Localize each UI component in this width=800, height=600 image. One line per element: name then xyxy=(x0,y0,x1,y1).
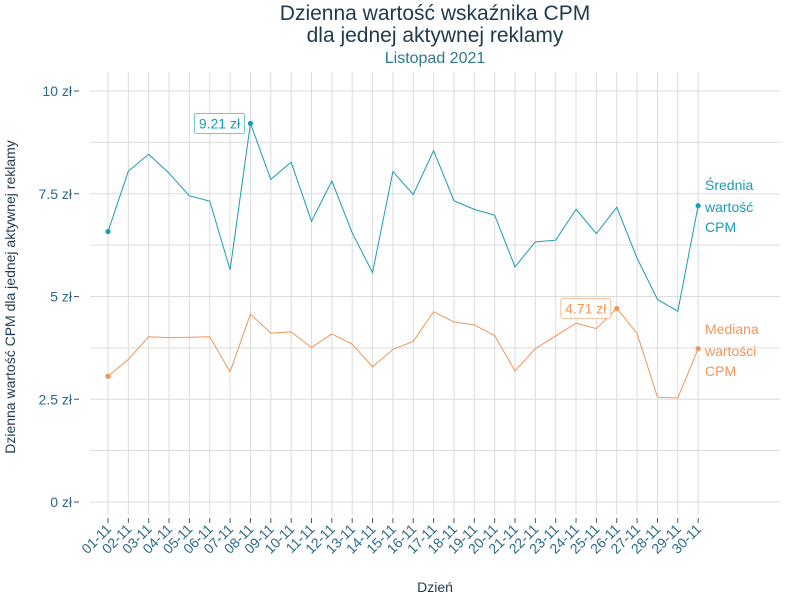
data-point xyxy=(105,373,111,379)
series-layer: 9.21 zł Średnia wartość CPM 4.71 zł Mediana wa… xyxy=(105,112,759,399)
y-tick-label: 10 zł xyxy=(42,83,72,99)
annotated-point xyxy=(247,120,254,127)
series-1: 9.21 zł Średnia wartość CPM xyxy=(105,112,753,313)
y-tick-label: 7.5 zł xyxy=(39,186,73,202)
series-2: 4.71 zł Mediana wartości CPM xyxy=(105,297,759,399)
series-line xyxy=(107,123,699,313)
y-axis-title: Dzienna wartość CPM dla jednej aktywnej … xyxy=(2,140,18,454)
series-name-label: CPM xyxy=(705,219,736,235)
grid xyxy=(90,72,780,515)
series-name-label: wartości xyxy=(704,343,756,359)
x-axis: 01-1102-1103-1104-1105-1106-1107-1108-11… xyxy=(78,518,704,557)
y-axis: 0 zł 2.5 zł 5 zł 7.5 zł 10 zł xyxy=(39,83,79,510)
annotation-box xyxy=(560,297,612,319)
x-axis-title: Dzień xyxy=(417,579,453,595)
series-name-label: wartość xyxy=(704,199,753,215)
annotated-point xyxy=(614,305,620,312)
chart-title-line-2: dla jednej aktywnej reklamy xyxy=(307,24,564,47)
data-point xyxy=(695,346,701,352)
data-point xyxy=(105,228,111,235)
annotation-label: 4.71 zł xyxy=(565,300,607,316)
annotation-box xyxy=(193,112,245,134)
chart-subtitle: Listopad 2021 xyxy=(385,50,486,67)
chart-title-line-1: Dzienna wartość wskaźnika CPM xyxy=(280,2,590,25)
y-tick-label: 5 zł xyxy=(50,289,73,305)
y-tick-label: 2.5 zł xyxy=(39,391,73,407)
series-name-label: Mediana xyxy=(705,321,759,337)
series-line xyxy=(107,307,699,399)
data-point xyxy=(695,203,701,209)
annotation-label: 9.21 zł xyxy=(199,115,241,131)
series-name-label: Średnia xyxy=(705,176,753,193)
y-tick-label: 0 zł xyxy=(50,494,73,510)
series-name-label: CPM xyxy=(705,363,736,379)
